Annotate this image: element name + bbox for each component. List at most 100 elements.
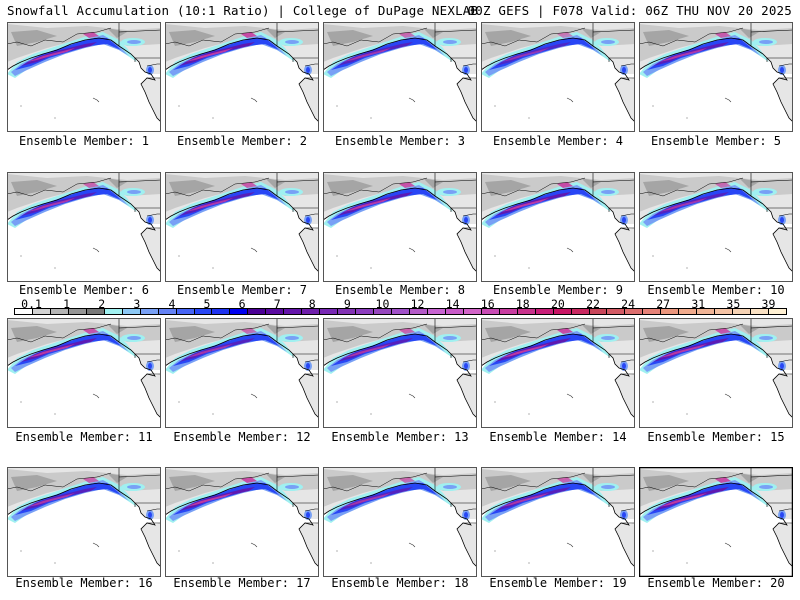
hawaii-islands	[724, 393, 732, 399]
colorbar-legend: 0.1 1 2 3 4 5 6 7 8 9 10 12 14 16 18 20 22 24 27 31 35 39	[14, 297, 787, 317]
ensemble-member-label: Ensemble Member: 9	[492, 283, 624, 297]
ensemble-member-label: Ensemble Member: 5	[650, 134, 782, 148]
political-borders	[592, 467, 635, 524]
colorbar-tick-label: 9	[343, 297, 351, 311]
coastline	[481, 187, 635, 273]
hawaii-islands	[250, 393, 258, 399]
snow-band-blue	[15, 188, 121, 220]
snow-band-blue	[331, 188, 437, 220]
coastline	[165, 187, 319, 273]
run-valid-time: 00Z GEFS | F078 Valid: 06Z THU NOV 20 20…	[467, 3, 792, 18]
island-speck	[686, 267, 688, 269]
snow-band-light-blue	[11, 35, 129, 76]
colorbar-tick-label: 22	[586, 297, 600, 311]
snow-band-blue	[173, 334, 279, 366]
snow-band-purple	[495, 487, 571, 511]
colorbar-tick-label: 2	[98, 297, 106, 311]
snow-blob-rockies-core	[306, 363, 310, 369]
arctic-coastline	[323, 177, 428, 197]
snow-band-blue	[331, 483, 437, 515]
island-speck	[370, 117, 372, 119]
snow-blob-canada-core	[285, 190, 299, 194]
colorbar-tick-label: 8	[308, 297, 316, 311]
snowfall-map	[639, 318, 793, 428]
coastline	[323, 187, 477, 273]
ensemble-member-map	[323, 318, 477, 428]
colorbar-tick-label: 7	[273, 297, 281, 311]
coastline	[323, 37, 477, 123]
snow-mid	[327, 178, 443, 196]
snow-blob-canada-core	[759, 485, 773, 489]
coastline	[639, 187, 793, 273]
snow-band-purple	[21, 42, 97, 66]
arctic-coastline	[481, 177, 586, 197]
snow-band-purple	[653, 192, 729, 216]
ensemble-member-map	[481, 172, 635, 282]
ensemble-member-label: Ensemble Member: 8	[334, 283, 466, 297]
snowfall-map	[165, 172, 319, 282]
ensemble-member-map	[481, 22, 635, 132]
panel-frame	[639, 172, 793, 282]
snowfall-map	[323, 467, 477, 577]
colorbar-tick-label: 18	[515, 297, 530, 311]
island-speck	[652, 401, 654, 403]
chart-title: Snowfall Accumulation (10:1 Ratio) | Col…	[7, 3, 479, 18]
snow-blob-canada-core	[759, 190, 773, 194]
snow-blob-canada-core	[285, 40, 299, 44]
colorbar-swatch	[247, 308, 267, 315]
snow-band-blue	[489, 334, 595, 366]
political-borders	[434, 318, 477, 375]
snow-mid	[11, 324, 127, 342]
political-borders	[118, 22, 161, 79]
snow-band-light-blue	[643, 331, 761, 372]
snow-blob-canada-core	[127, 190, 141, 194]
snow-band-light-blue	[169, 35, 287, 76]
snow-band-blue	[15, 483, 121, 515]
snow-mid	[643, 178, 759, 196]
snow-band-magenta	[501, 32, 573, 62]
arctic-coastline	[481, 323, 586, 343]
panel-frame	[165, 22, 319, 132]
island-speck	[212, 267, 214, 269]
political-borders	[276, 172, 319, 229]
ensemble-member-map	[323, 467, 477, 577]
ensemble-member-label: Ensemble Member: 15	[647, 430, 785, 444]
snowfall-map	[481, 318, 635, 428]
snow-blob-rockies-core	[148, 217, 152, 223]
political-borders	[276, 22, 319, 79]
island-speck	[494, 255, 496, 257]
snow-mid	[643, 473, 759, 491]
snow-band-light-blue	[11, 185, 129, 226]
island-speck	[370, 267, 372, 269]
island-speck	[336, 255, 338, 257]
snow-mid	[327, 28, 443, 46]
hawaii-islands	[92, 97, 100, 103]
snow-blob-canada-core	[759, 40, 773, 44]
snow-band-magenta	[27, 32, 99, 62]
snow-band-light-blue	[169, 185, 287, 226]
island-speck	[528, 413, 530, 415]
snow-blob-rockies-core	[306, 67, 310, 73]
snow-blob-canada-core	[443, 190, 457, 194]
ensemble-member-label: Ensemble Member: 20	[647, 576, 785, 590]
island-speck	[494, 550, 496, 552]
snow-band-magenta	[27, 182, 99, 212]
colorbar-tick-label: 5	[203, 297, 211, 311]
political-borders	[434, 467, 477, 524]
snow-mid	[169, 324, 285, 342]
ensemble-member-map	[7, 318, 161, 428]
snow-band-magenta	[185, 477, 257, 507]
ensemble-member-map	[165, 22, 319, 132]
ensemble-member-map	[7, 467, 161, 577]
snowfall-map	[7, 318, 161, 428]
snow-mid	[11, 473, 127, 491]
island-speck	[528, 562, 530, 564]
snow-blob-rockies-core	[464, 217, 468, 223]
panel-frame	[639, 467, 793, 577]
ensemble-member-label: Ensemble Member: 3	[334, 134, 466, 148]
colorbar-swatch	[103, 308, 123, 315]
snow-blob-canada-core	[601, 336, 615, 340]
political-borders	[750, 22, 793, 79]
political-borders	[750, 172, 793, 229]
snow-band-purple	[21, 338, 97, 362]
